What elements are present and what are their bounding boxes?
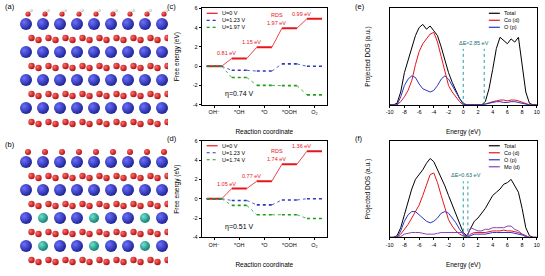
svg-text:1.05 eV: 1.05 eV xyxy=(217,181,236,187)
svg-text:-6: -6 xyxy=(417,109,422,115)
svg-text:1.74 eV: 1.74 eV xyxy=(267,156,286,162)
svg-text:(d): (d) xyxy=(167,134,177,143)
svg-text:0: 0 xyxy=(194,196,197,202)
svg-text:RDS: RDS xyxy=(271,12,283,18)
svg-text:Energy (eV): Energy (eV) xyxy=(446,261,481,269)
svg-text:10: 10 xyxy=(534,109,540,115)
svg-text:RDS: RDS xyxy=(271,148,283,154)
svg-text:Total: Total xyxy=(504,10,516,16)
svg-text:Free energy (eV): Free energy (eV) xyxy=(173,32,181,81)
svg-text:2: 2 xyxy=(194,176,197,182)
svg-text:-10: -10 xyxy=(386,109,394,115)
svg-text:4: 4 xyxy=(194,157,197,163)
svg-text:Co (d): Co (d) xyxy=(504,150,519,156)
svg-text:6: 6 xyxy=(194,5,197,11)
svg-text:(b): (b) xyxy=(5,140,15,149)
svg-text:6: 6 xyxy=(506,109,509,115)
svg-text:*OH: *OH xyxy=(234,109,244,115)
svg-text:O₂: O₂ xyxy=(311,109,317,115)
svg-text:(a): (a) xyxy=(5,2,15,11)
svg-text:-6: -6 xyxy=(417,242,422,248)
svg-text:OH⁻: OH⁻ xyxy=(209,242,220,248)
svg-text:Reaction coordinate: Reaction coordinate xyxy=(235,128,293,135)
svg-text:-2: -2 xyxy=(193,215,198,221)
svg-text:-10: -10 xyxy=(386,242,394,248)
svg-text:8: 8 xyxy=(521,242,524,248)
svg-text:*OH: *OH xyxy=(234,242,244,248)
svg-text:*O: *O xyxy=(261,242,268,248)
svg-text:8: 8 xyxy=(521,109,524,115)
svg-text:U=1.23 V: U=1.23 V xyxy=(222,17,245,23)
svg-text:-2: -2 xyxy=(446,242,451,248)
svg-text:2: 2 xyxy=(476,242,479,248)
svg-text:Total: Total xyxy=(504,143,516,149)
svg-text:U=1.97 V: U=1.97 V xyxy=(222,24,245,30)
svg-text:4: 4 xyxy=(491,109,494,115)
svg-text:-8: -8 xyxy=(402,109,407,115)
svg-text:*OOH: *OOH xyxy=(282,109,297,115)
svg-text:1.15 eV: 1.15 eV xyxy=(242,39,261,45)
svg-text:(c): (c) xyxy=(167,2,176,11)
svg-text:(f): (f) xyxy=(355,134,363,143)
svg-text:-8: -8 xyxy=(402,242,407,248)
svg-text:6: 6 xyxy=(506,242,509,248)
svg-text:0: 0 xyxy=(462,242,465,248)
svg-text:-4: -4 xyxy=(431,242,436,248)
svg-text:Energy (eV): Energy (eV) xyxy=(446,128,481,136)
svg-text:η=0.51 V: η=0.51 V xyxy=(225,223,254,231)
svg-text:O₂: O₂ xyxy=(311,242,317,248)
svg-text:2: 2 xyxy=(194,44,197,50)
svg-text:O (p): O (p) xyxy=(504,157,517,163)
svg-text:(e): (e) xyxy=(355,2,365,11)
svg-text:ΔE≈0.63 eV: ΔE≈0.63 eV xyxy=(451,172,481,178)
svg-text:0: 0 xyxy=(462,109,465,115)
svg-text:*OOH: *OOH xyxy=(282,242,297,248)
svg-text:*O: *O xyxy=(261,109,268,115)
svg-text:O (p): O (p) xyxy=(504,24,517,30)
svg-text:U=0 V: U=0 V xyxy=(222,10,238,16)
svg-text:Mo (d): Mo (d) xyxy=(504,164,520,170)
svg-text:-4: -4 xyxy=(431,109,436,115)
svg-text:OH⁻: OH⁻ xyxy=(209,109,220,115)
svg-text:4: 4 xyxy=(194,25,197,31)
svg-text:0: 0 xyxy=(194,63,197,69)
svg-text:U=1.23 V: U=1.23 V xyxy=(222,150,245,156)
svg-text:-4: -4 xyxy=(193,102,198,108)
svg-text:-2: -2 xyxy=(446,109,451,115)
svg-text:6: 6 xyxy=(194,138,197,144)
svg-text:-2: -2 xyxy=(193,82,198,88)
svg-text:4: 4 xyxy=(491,242,494,248)
svg-text:Free energy (eV): Free energy (eV) xyxy=(173,164,181,213)
svg-text:0.99 eV: 0.99 eV xyxy=(292,11,311,17)
svg-text:2: 2 xyxy=(476,109,479,115)
svg-text:0.77 eV: 0.77 eV xyxy=(242,173,261,179)
svg-text:U=0 V: U=0 V xyxy=(222,143,238,149)
svg-text:Co (d): Co (d) xyxy=(504,17,519,23)
svg-text:-4: -4 xyxy=(193,234,198,240)
svg-text:10: 10 xyxy=(534,242,540,248)
svg-text:U=1.74 V: U=1.74 V xyxy=(222,157,245,163)
svg-text:Reaction coordinate: Reaction coordinate xyxy=(235,261,293,268)
svg-text:η=0.74 V: η=0.74 V xyxy=(225,90,254,98)
svg-text:1.97 eV: 1.97 eV xyxy=(267,20,286,26)
svg-text:ΔE≈2.85 eV: ΔE≈2.85 eV xyxy=(459,40,489,46)
svg-text:Projected DOS (a.u.): Projected DOS (a.u.) xyxy=(364,26,372,86)
svg-text:1.36 eV: 1.36 eV xyxy=(292,143,311,149)
svg-text:Projected DOS (a.u.): Projected DOS (a.u.) xyxy=(364,159,372,219)
svg-text:0.81 eV: 0.81 eV xyxy=(217,50,236,56)
